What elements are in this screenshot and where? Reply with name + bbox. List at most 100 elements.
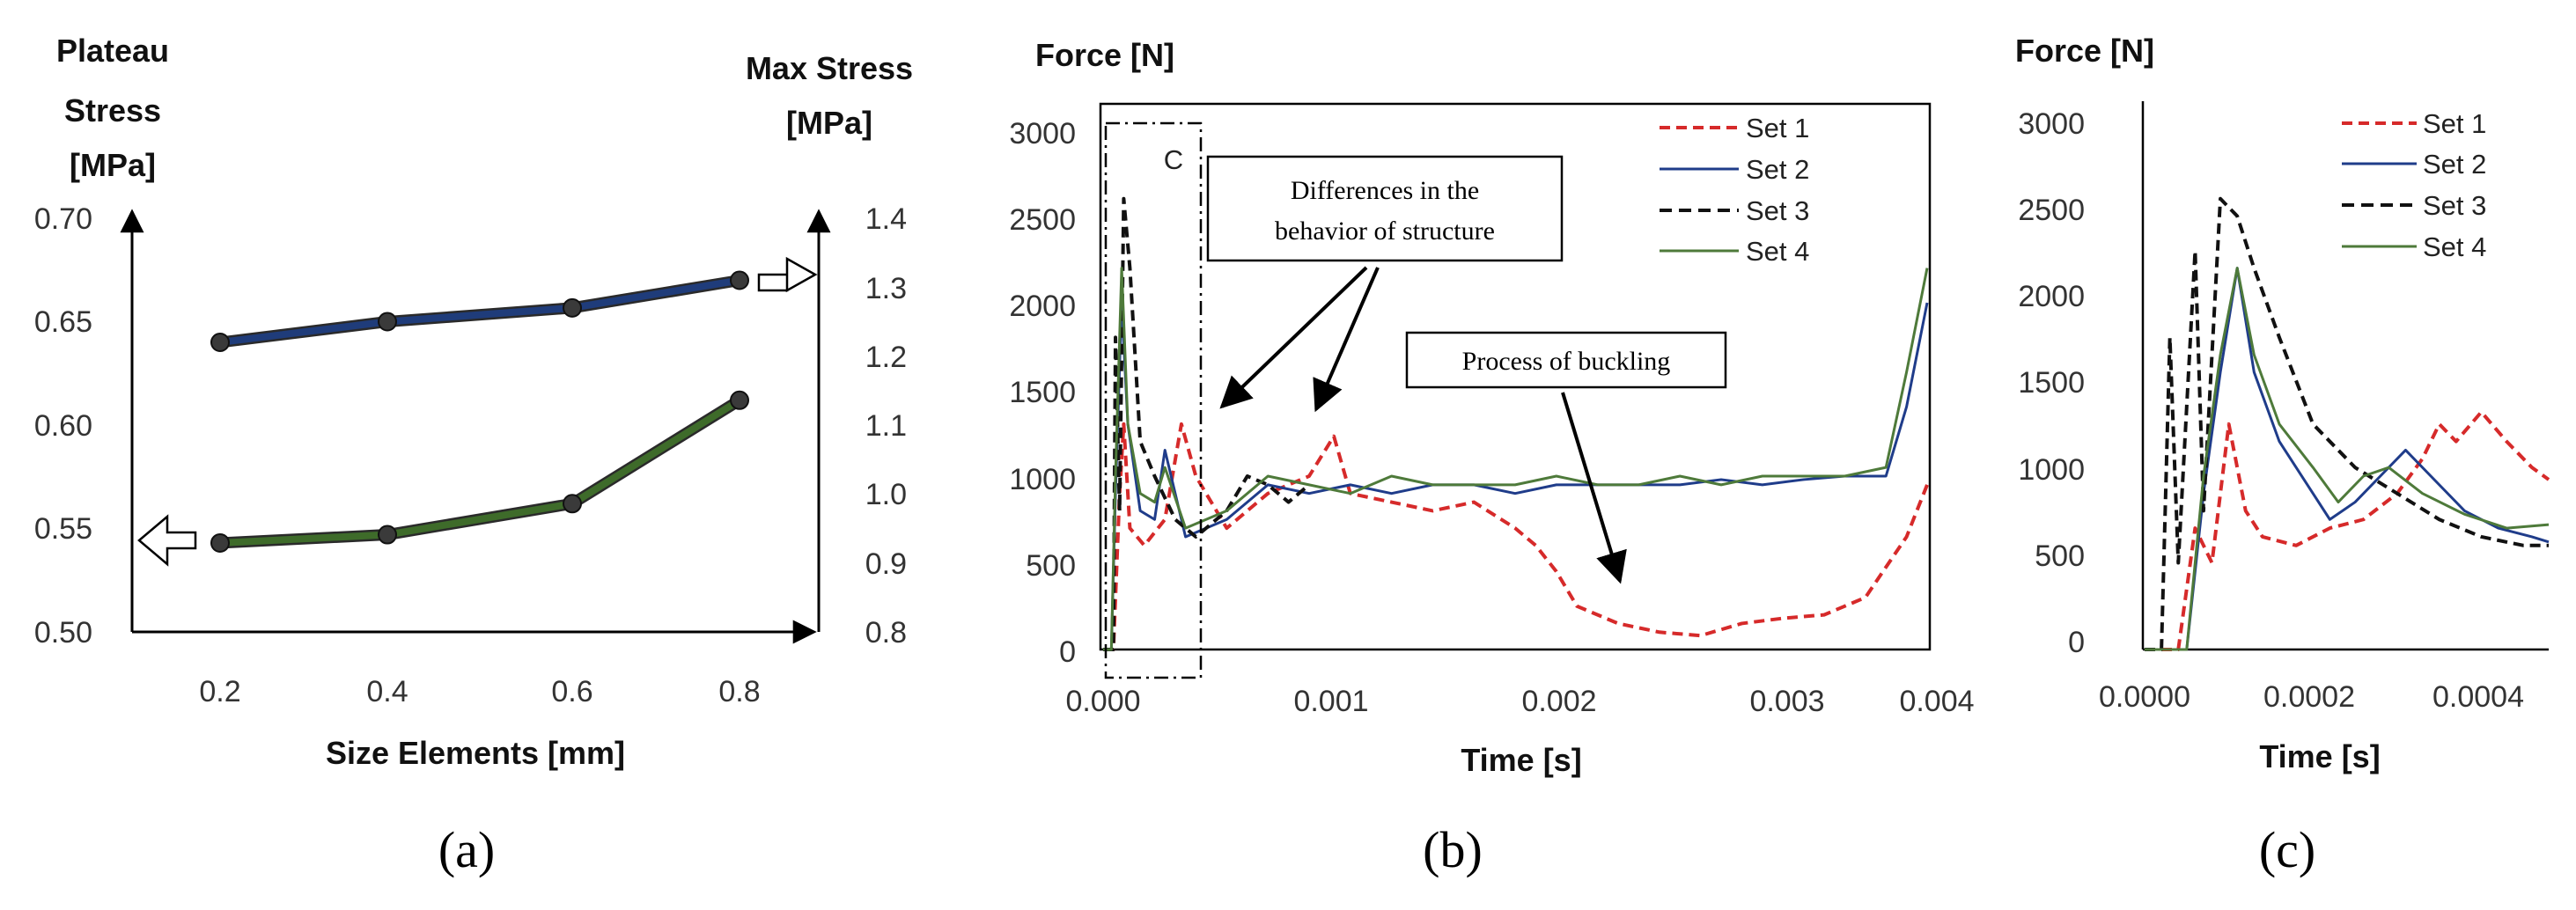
y-tick-label: 2500	[1009, 203, 1076, 237]
left-tick-label: 0.70	[34, 202, 92, 236]
legend-label: Set 2	[1746, 154, 1809, 185]
y-tick-label: 3000	[1009, 117, 1076, 150]
y-axis-title-c: Force [N]	[2015, 33, 2154, 69]
x-tick-label: 0.002	[1521, 685, 1596, 718]
max-stress-series	[210, 270, 749, 352]
y-tick-label: 1000	[2018, 453, 2085, 487]
legend-label: Set 1	[2423, 108, 2486, 139]
left-axis-title-line3: [MPa]	[70, 147, 156, 183]
legend-label: Set 4	[1746, 236, 1809, 267]
x-tick-label: 0.2	[199, 675, 240, 708]
annotation-box-differences	[1206, 155, 1564, 262]
plateau-stress-point	[563, 494, 582, 514]
y-tick-label: 3000	[2018, 107, 2085, 141]
legend-c: Set 1 Set 2 Set 3 Set 4	[2342, 108, 2486, 262]
max-stress-point	[563, 297, 582, 318]
panel-label-c: (c)	[2259, 821, 2315, 878]
panel-b: Force [N] 3000 2500 2000 1500 1000 500 0…	[1009, 37, 1974, 878]
x-axis-title-c: Time [s]	[2259, 738, 2380, 774]
annotation-line2: behavior of structure	[1275, 216, 1495, 246]
right-tick-label: 1.3	[865, 272, 907, 305]
left-axis-title-line2: Stress	[64, 92, 161, 128]
plateau-stress-point	[730, 390, 749, 410]
set-4-line	[2145, 267, 2550, 651]
legend-label: Set 2	[2423, 149, 2486, 180]
x-tick-label: 0.8	[718, 675, 760, 708]
left-tick-label: 0.60	[34, 409, 92, 443]
zoom-box-c	[1104, 121, 1203, 679]
x-tick-label: 0.0002	[2263, 680, 2355, 714]
annotation-box-buckling	[1405, 331, 1727, 389]
x-tick-label: 0.001	[1293, 685, 1368, 718]
plateau-stress-point	[378, 525, 397, 545]
left-tick-label: 0.50	[34, 616, 92, 649]
max-stress-point	[210, 333, 230, 352]
set-1-line	[1103, 422, 1929, 651]
zoom-box-label: C	[1164, 144, 1183, 175]
set-2-line	[1103, 301, 1929, 651]
y-tick-label: 2000	[1009, 290, 1076, 323]
max-stress-point	[730, 270, 749, 290]
y-tick-label: 500	[1026, 549, 1076, 583]
x-tick-label: 0.004	[1899, 685, 1974, 718]
x-tick-label: 0.0004	[2432, 680, 2524, 714]
legend-label: Set 1	[1746, 113, 1809, 143]
panel-label-a: (a)	[438, 821, 495, 878]
panel-c: Force [N] 3000 2500 2000 1500 1000 500 0…	[2015, 33, 2550, 878]
annotation-arrow	[1561, 392, 1627, 584]
annotation-buckling: Process of buckling	[1462, 347, 1671, 376]
annotation-arrow	[1219, 266, 1368, 409]
right-tick-label: 0.8	[865, 616, 907, 649]
panel-label-b: (b)	[1423, 821, 1483, 878]
set-4-line	[1103, 267, 1929, 651]
legend-b: Set 1 Set 2 Set 3 Set 4	[1660, 113, 1809, 267]
right-tick-label: 0.9	[865, 547, 907, 581]
series-c	[2145, 196, 2550, 651]
y-tick-label: 1500	[1009, 376, 1076, 409]
max-stress-point	[378, 312, 397, 332]
tick-labels-c: 3000 2500 2000 1500 1000 500 0 0.0000 0.…	[2018, 107, 2524, 714]
y-axis-title-b: Force [N]	[1035, 37, 1174, 73]
set-3-line	[2145, 196, 2549, 651]
legend-label: Set 3	[2423, 190, 2486, 221]
plateau-stress-point	[210, 532, 230, 553]
y-tick-label: 2500	[2018, 194, 2085, 227]
legend-label: Set 4	[2423, 231, 2486, 262]
x-tick-label: 0.4	[366, 675, 408, 708]
x-axis-title-a: Size Elements [mm]	[326, 735, 625, 771]
right-axis-title-line1: Max Stress	[746, 50, 913, 86]
left-tick-label: 0.55	[34, 512, 92, 546]
right-axis-title-line2: [MPa]	[786, 105, 872, 141]
annotation-line1: Differences in the	[1291, 176, 1479, 205]
plot-frame-b	[1099, 102, 1932, 651]
y-tick-label: 500	[2035, 539, 2085, 573]
y-tick-label: 2000	[2018, 280, 2085, 313]
left-axis-title-line1: Plateau	[56, 33, 169, 69]
x-axis-title-b: Time [s]	[1461, 742, 1581, 778]
right-tick-label: 1.4	[865, 202, 907, 236]
y-tick-label: 1500	[2018, 366, 2085, 400]
y-tick-label: 0	[1059, 635, 1076, 669]
series-b	[1103, 196, 1929, 651]
plateau-stress-series	[210, 390, 749, 553]
set-1-line	[2145, 410, 2550, 651]
x-tick-label: 0.003	[1749, 685, 1824, 718]
x-tick-label: 0.0000	[2099, 680, 2190, 714]
right-tick-label: 1.2	[865, 341, 907, 374]
right-axis-indicator-icon	[757, 256, 818, 293]
plateau-stress-line	[219, 397, 742, 547]
right-tick-label: 1.0	[865, 478, 907, 511]
y-tick-label: 0	[2068, 626, 2085, 659]
max-stress-line	[219, 276, 740, 346]
panel-a: Plateau Stress [MPa] Max Stress [MPa] 0.…	[34, 33, 913, 878]
left-axis-indicator-icon	[137, 514, 197, 567]
legend-label: Set 3	[1746, 195, 1809, 226]
x-tick-label: 0.000	[1065, 685, 1140, 718]
y-tick-label: 1000	[1009, 463, 1076, 496]
tick-labels-b: 3000 2500 2000 1500 1000 500 0 0.000 0.0…	[1009, 117, 1974, 718]
right-tick-label: 1.1	[865, 409, 907, 443]
x-tick-label: 0.6	[551, 675, 592, 708]
annotation-arrow	[1313, 267, 1380, 413]
set-3-line	[1103, 196, 1311, 651]
